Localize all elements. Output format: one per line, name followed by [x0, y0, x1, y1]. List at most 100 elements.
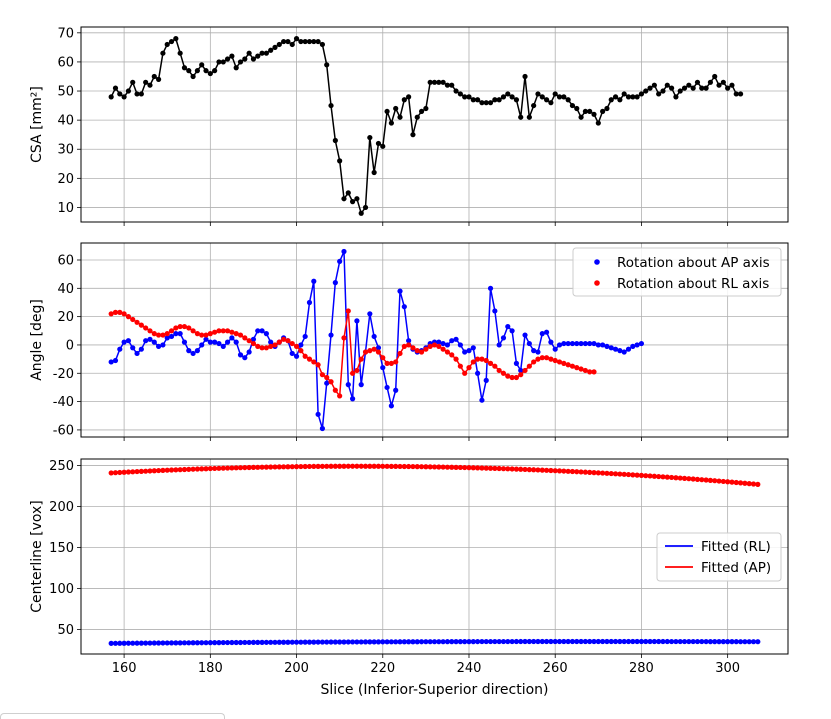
- data-point: [612, 471, 619, 477]
- y-tick-label: -40: [53, 395, 74, 410]
- data-point: [194, 348, 200, 354]
- data-point: [526, 340, 532, 347]
- data-point: [367, 639, 373, 645]
- data-point: [487, 100, 494, 106]
- data-point: [250, 464, 257, 470]
- data-point: [293, 639, 300, 645]
- data-point: [276, 639, 282, 645]
- data-point: [720, 639, 726, 645]
- data-point: [522, 466, 528, 473]
- data-point: [324, 380, 330, 386]
- data-point: [513, 360, 520, 366]
- data-point: [255, 53, 261, 59]
- data-point: [686, 476, 692, 482]
- data-point: [569, 340, 576, 347]
- data-point: [375, 345, 382, 351]
- data-point: [591, 111, 597, 117]
- data-point: [449, 82, 455, 88]
- data-point: [177, 323, 183, 330]
- legend-marker: [594, 280, 600, 286]
- data-point: [367, 348, 373, 354]
- data-point: [237, 352, 244, 358]
- data-point: [168, 38, 175, 45]
- y-tick-label: 100: [49, 582, 74, 597]
- data-point: [401, 343, 407, 349]
- data-point: [371, 333, 377, 340]
- data-point: [337, 639, 343, 645]
- data-point: [513, 97, 520, 103]
- data-point: [681, 475, 688, 481]
- data-point: [436, 79, 442, 85]
- data-point: [220, 343, 226, 349]
- data-point: [151, 468, 157, 474]
- data-point: [151, 73, 157, 80]
- legend-label: Rotation about AP axis: [617, 255, 770, 271]
- data-point: [574, 365, 580, 371]
- data-point: [220, 639, 226, 646]
- data-point: [237, 639, 244, 646]
- data-point: [436, 343, 442, 349]
- data-point: [190, 466, 196, 472]
- data-point: [349, 463, 356, 469]
- data-point: [298, 639, 304, 645]
- data-point: [750, 481, 757, 487]
- data-point: [151, 331, 157, 337]
- data-point: [362, 639, 369, 645]
- data-point: [664, 638, 670, 645]
- data-point: [173, 325, 179, 331]
- data-point: [733, 91, 739, 97]
- data-point: [207, 339, 213, 345]
- data-point: [543, 97, 550, 103]
- data-point: [669, 85, 675, 91]
- data-point: [427, 343, 433, 349]
- data-point: [246, 50, 252, 56]
- data-point: [677, 88, 683, 94]
- data-point: [393, 639, 399, 645]
- data-point: [496, 638, 502, 645]
- data-point: [345, 639, 351, 645]
- data-point: [181, 65, 188, 71]
- data-point: [565, 468, 571, 474]
- data-point: [289, 350, 295, 357]
- data-point: [285, 338, 291, 344]
- data-point: [543, 638, 550, 645]
- data-point: [466, 94, 472, 100]
- data-point: [311, 463, 317, 470]
- data-point: [255, 328, 261, 334]
- data-point: [242, 335, 248, 341]
- data-point: [293, 343, 300, 349]
- data-point: [587, 469, 593, 475]
- data-point: [647, 473, 653, 479]
- data-point: [522, 638, 528, 645]
- data-point: [716, 82, 722, 88]
- data-point: [531, 359, 537, 365]
- data-point: [306, 639, 313, 645]
- data-point: [259, 345, 265, 351]
- data-point: [233, 639, 239, 646]
- data-point: [518, 372, 524, 378]
- data-point: [212, 339, 218, 345]
- data-point: [526, 638, 532, 645]
- data-point: [457, 464, 463, 471]
- data-point: [177, 640, 183, 646]
- data-point: [595, 638, 601, 645]
- data-point: [293, 36, 300, 42]
- data-point: [729, 639, 735, 645]
- data-point: [418, 464, 425, 470]
- data-point: [341, 335, 347, 341]
- data-point: [117, 640, 123, 646]
- data-point: [535, 356, 541, 362]
- series-line: [110, 310, 594, 398]
- data-point: [531, 467, 537, 473]
- data-point: [522, 332, 528, 338]
- data-point: [306, 356, 313, 362]
- data-point: [138, 640, 144, 646]
- data-point: [539, 94, 545, 100]
- data-point: [220, 465, 226, 471]
- data-point: [694, 79, 701, 85]
- data-point: [216, 465, 222, 471]
- data-point: [625, 346, 632, 352]
- data-point: [539, 331, 545, 337]
- data-point: [457, 639, 463, 645]
- data-point: [712, 478, 718, 484]
